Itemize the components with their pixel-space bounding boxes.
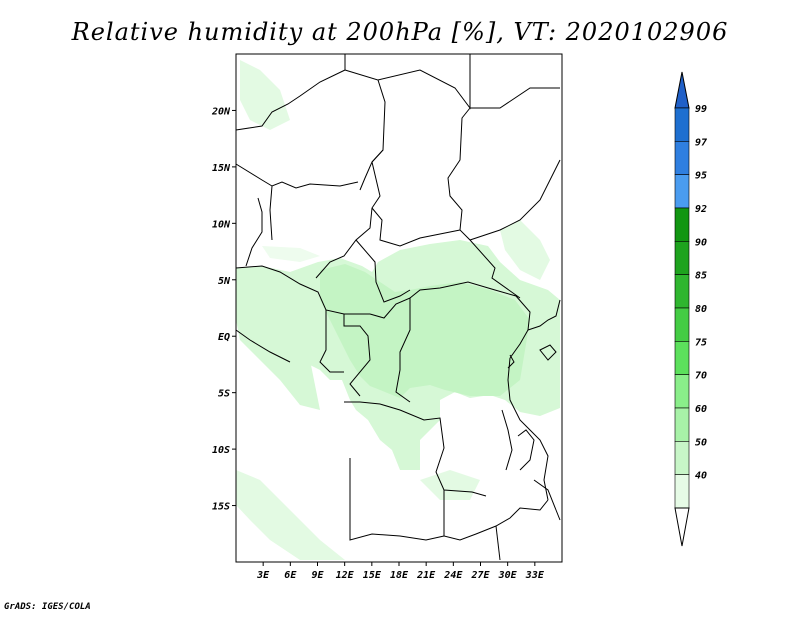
colorbar-top-arrow xyxy=(674,71,690,109)
colorbar-label: 70 xyxy=(695,371,707,382)
colorbar-swatch xyxy=(674,407,690,442)
colorbar-label: 99 xyxy=(695,104,707,115)
lon-tick-label: 18E xyxy=(390,570,409,581)
colorbar-label: 40 xyxy=(695,471,707,482)
colorbar-swatch xyxy=(674,307,690,342)
lat-tick-label: 10N xyxy=(212,219,231,230)
lat-tick-label: 10S xyxy=(212,445,230,456)
lon-tick-label: 9E xyxy=(311,570,324,581)
colorbar-swatch xyxy=(674,141,690,175)
lat-tick-label: EQ xyxy=(218,332,230,343)
lon-tick-label: 12E xyxy=(336,570,355,581)
lat-tick-label: 15N xyxy=(212,163,231,174)
footer-credit: GrADS: IGES/COLA xyxy=(4,602,91,612)
colorbar-swatch xyxy=(674,341,690,375)
lon-tick-label: 27E xyxy=(470,570,490,581)
rh-region-coast xyxy=(236,300,320,410)
lat-tick-label: 15S xyxy=(212,502,230,513)
lon-tick-label: 6E xyxy=(284,570,297,581)
rh-region-north-band xyxy=(262,246,320,262)
rh-region-east xyxy=(500,220,550,280)
lon-tick-label: 30E xyxy=(498,570,518,581)
lon-tick-label: 3E xyxy=(256,570,270,581)
lon-tick-label: 15E xyxy=(363,570,382,581)
longitude-axis: 3E 6E 9E 12E 15E 18E 21E 24E 27E 30E 33E xyxy=(256,562,545,581)
colorbar-swatch xyxy=(674,274,690,309)
colorbar-swatch xyxy=(674,107,690,142)
country-borders xyxy=(235,54,561,561)
rh-region-north-patch xyxy=(240,60,290,130)
lon-tick-label: 24E xyxy=(443,570,463,581)
rh-region-south xyxy=(236,470,345,560)
colorbar-swatch xyxy=(674,241,690,275)
colorbar-label: 80 xyxy=(695,304,707,315)
rh-region-central-dense xyxy=(320,264,530,398)
colorbar-label: 75 xyxy=(695,337,707,348)
colorbar-swatch xyxy=(674,374,690,409)
colorbar: 99 97 95 92 90 85 80 75 70 60 50 40 xyxy=(674,71,707,547)
humidity-shading xyxy=(236,60,560,560)
colorbar-swatch xyxy=(674,207,690,242)
colorbar-label: 92 xyxy=(695,204,707,215)
colorbar-swatch xyxy=(674,441,690,475)
map-title: Relative humidity at 200hPa [%], VT: 202… xyxy=(71,18,729,46)
colorbar-label: 90 xyxy=(695,237,707,248)
lon-tick-label: 33E xyxy=(525,570,545,581)
latitude-axis: 20N 15N 10N 5N EQ 5S 10S 15S xyxy=(211,106,236,513)
colorbar-bottom-arrow xyxy=(674,507,690,547)
lat-tick-label: 5S xyxy=(218,389,230,400)
map-panel: 20N 15N 10N 5N EQ 5S 10S 15S 3E 6E 9E 12E 15E 18E 21E… xyxy=(211,53,563,581)
lat-tick-label: 20N xyxy=(211,106,231,117)
lon-tick-label: 21E xyxy=(416,570,436,581)
colorbar-label: 50 xyxy=(695,437,707,448)
lat-tick-label: 5N xyxy=(218,276,231,287)
colorbar-swatch xyxy=(674,174,690,209)
colorbar-label: 85 xyxy=(695,271,707,282)
colorbar-swatch xyxy=(674,474,690,509)
colorbar-label: 97 xyxy=(695,137,707,148)
colorbar-label: 60 xyxy=(695,404,707,415)
colorbar-label: 95 xyxy=(695,171,707,182)
rh-region-southeast xyxy=(420,470,480,500)
